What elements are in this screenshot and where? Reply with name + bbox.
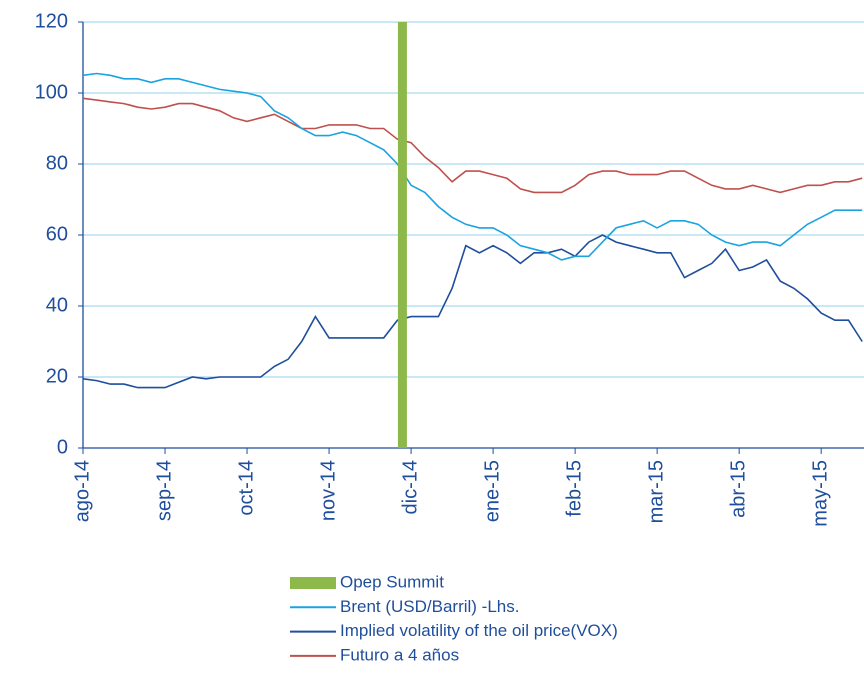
x-tick-label: may-15 xyxy=(809,460,831,527)
bar xyxy=(397,22,407,448)
x-tick-label: dic-14 xyxy=(399,460,421,514)
x-tick-label: ene-15 xyxy=(481,460,503,522)
x-tick-label: oct-14 xyxy=(235,460,257,516)
legend-label: Brent (USD/Barril) -Lhs. xyxy=(340,597,519,616)
x-tick-label: ago-14 xyxy=(71,460,93,522)
line-series xyxy=(82,97,863,194)
legend-swatch xyxy=(290,577,336,589)
x-tick-label: sep-14 xyxy=(153,460,175,521)
y-tick-label: 20 xyxy=(46,365,68,387)
y-tick-label: 120 xyxy=(35,10,68,32)
line-series xyxy=(82,72,863,261)
line-series xyxy=(82,234,863,389)
x-tick-label: abr-15 xyxy=(727,460,749,518)
x-tick-label: feb-15 xyxy=(563,460,585,517)
legend-label: Implied volatility of the oil price(VOX) xyxy=(340,621,618,640)
legend-label: Futuro a 4 años xyxy=(340,645,459,664)
legend-label: Opep Summit xyxy=(340,572,444,591)
y-tick-label: 40 xyxy=(46,294,68,316)
y-tick-label: 100 xyxy=(35,81,68,103)
x-tick-label: mar-15 xyxy=(645,460,667,523)
y-tick-label: 0 xyxy=(57,436,68,458)
x-tick-label: nov-14 xyxy=(317,460,339,521)
y-tick-label: 60 xyxy=(46,223,68,245)
y-tick-label: 80 xyxy=(46,152,68,174)
